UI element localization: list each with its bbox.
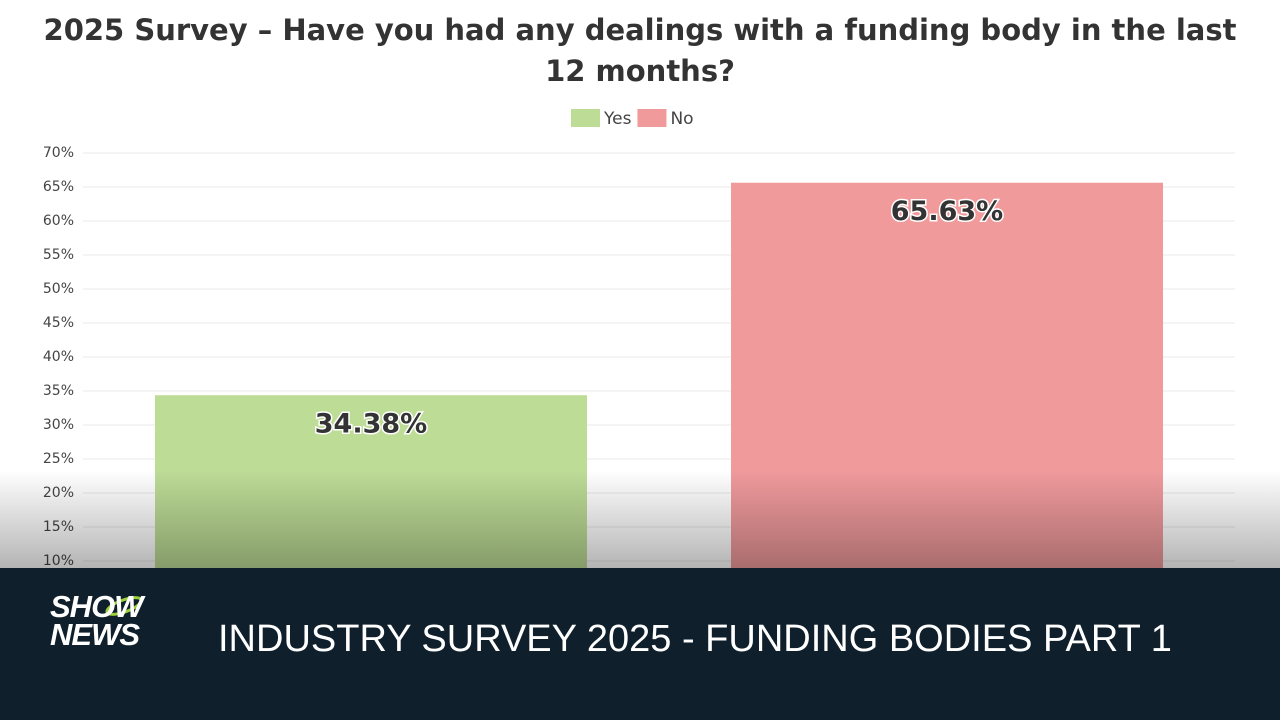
logo-text: SHOW: [50, 589, 143, 624]
chart-title: 2025 Survey – Have you had any dealings …: [43, 13, 1237, 88]
legend-swatch: [571, 109, 600, 127]
video-shade: [0, 470, 1280, 570]
y-tick-label: 45%: [43, 315, 74, 331]
logo-text: NEWS: [50, 617, 140, 652]
value-label: 65.63%: [891, 196, 1003, 227]
y-tick-label: 70%: [43, 145, 74, 161]
legend-label: No: [670, 109, 693, 129]
y-tick-label: 65%: [43, 179, 74, 195]
y-tick-label: 30%: [43, 417, 74, 433]
legend-label: Yes: [603, 109, 632, 129]
y-tick-label: 35%: [43, 383, 74, 399]
y-tick-label: 40%: [43, 349, 74, 365]
y-tick-label: 55%: [43, 247, 74, 263]
caption: INDUSTRY SURVEY 2025 - FUNDING BODIES PA…: [218, 618, 1172, 660]
y-tick-label: 50%: [43, 281, 74, 297]
legend-swatch: [637, 109, 667, 127]
logo-mark: [50, 568, 166, 658]
y-tick-label: 25%: [43, 451, 74, 467]
lower-third-banner: SHOW NEWS INDUSTRY SURVEY 2025 - FUNDING…: [0, 568, 1280, 720]
value-label: 34.38%: [315, 409, 427, 440]
y-tick-label: 60%: [43, 213, 74, 229]
